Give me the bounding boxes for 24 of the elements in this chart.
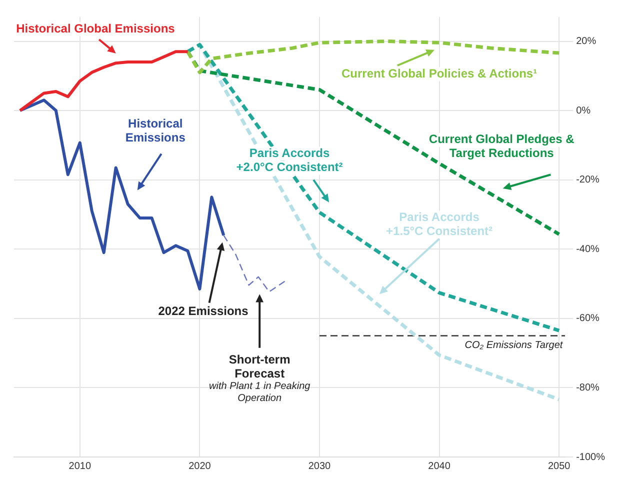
text: Historical Emissions (125, 116, 186, 145)
y-tick-label: -60% (576, 313, 600, 324)
line-series (186, 42, 561, 332)
x-tick-label: 2030 (308, 460, 332, 472)
y-tick-label: 20% (576, 36, 596, 47)
legend-label: Current Global Policies & Actions¹ (342, 66, 538, 80)
x-tick-label: 2020 (188, 460, 212, 472)
series-label: Historical Global Emissions (16, 21, 176, 36)
annotation: 2022 Emissions (158, 304, 249, 318)
x-tick-label: 2010 (68, 460, 92, 472)
y-tick-label: -80% (576, 382, 600, 394)
series-label: Paris Accords +2.0°C Consistent² (236, 146, 343, 174)
annotation: with Plant 1 in Peaking Operation (209, 380, 311, 404)
annotation: Short-term Forecast (228, 352, 290, 380)
annotation: CO₂ Emissions Target (464, 340, 564, 352)
x-tick-label: 2050 (548, 460, 571, 472)
y-tick-label: -40% (576, 244, 600, 255)
line-series (223, 234, 286, 292)
y-tick-label: -20% (576, 174, 600, 186)
text: Paris Accords +1.5°C Consistent² (386, 210, 493, 238)
series-label: Current Global Pledges & Target Reductions (428, 132, 575, 160)
y-tick-label: -100% (576, 452, 606, 463)
x-tick-label: 2040 (428, 460, 451, 472)
y-tick-label: 0% (576, 105, 591, 116)
